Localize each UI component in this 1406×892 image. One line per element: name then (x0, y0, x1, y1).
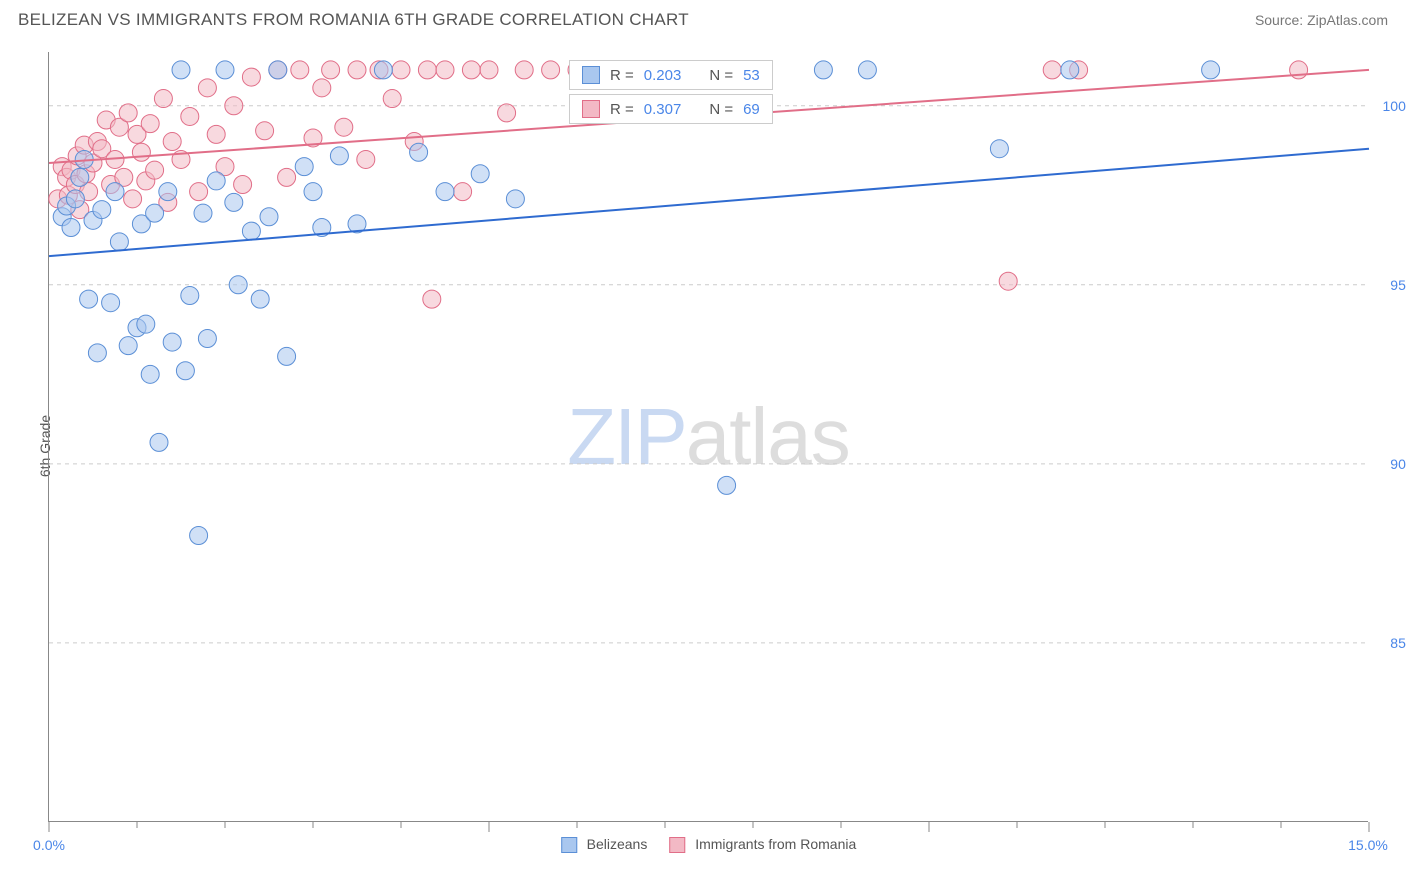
y-tick-label: 100.0% (1375, 98, 1406, 114)
x-axis-min-label: 0.0% (33, 837, 65, 853)
legend-item-romania: Immigrants from Romania (669, 836, 856, 853)
stat-r-value-belizeans: 0.203 (644, 67, 682, 84)
chart-plot-area: ZIPatlas 85.0%90.0%95.0%100.0% 0.0% 15.0… (48, 52, 1368, 822)
stat-box-belizeans: R = 0.203 N = 53 (569, 60, 773, 90)
stat-r-value-romania: 0.307 (644, 101, 682, 118)
x-axis-max-label: 15.0% (1348, 837, 1388, 853)
stat-swatch-belizeans (582, 66, 600, 84)
stat-n-label: N = (709, 101, 733, 118)
stat-n-value-belizeans: 53 (743, 67, 760, 84)
legend-swatch-belizeans (561, 837, 577, 853)
legend-label-romania: Immigrants from Romania (695, 836, 856, 852)
legend-label-belizeans: Belizeans (587, 836, 648, 852)
chart-title: BELIZEAN VS IMMIGRANTS FROM ROMANIA 6TH … (18, 10, 689, 30)
stat-r-label: R = (610, 101, 634, 118)
stat-box-romania: R = 0.307 N = 69 (569, 94, 773, 124)
stat-swatch-romania (582, 100, 600, 118)
stat-n-value-romania: 69 (743, 101, 760, 118)
legend-swatch-romania (669, 837, 685, 853)
legend-bottom: Belizeans Immigrants from Romania (561, 836, 857, 853)
y-tick-label: 95.0% (1375, 277, 1406, 293)
chart-header: BELIZEAN VS IMMIGRANTS FROM ROMANIA 6TH … (0, 0, 1406, 38)
chart-source: Source: ZipAtlas.com (1255, 12, 1388, 28)
stat-n-label: N = (709, 67, 733, 84)
y-tick-label: 85.0% (1375, 635, 1406, 651)
stat-r-label: R = (610, 67, 634, 84)
scatter-svg (49, 52, 1368, 821)
legend-item-belizeans: Belizeans (561, 836, 648, 853)
y-tick-label: 90.0% (1375, 456, 1406, 472)
